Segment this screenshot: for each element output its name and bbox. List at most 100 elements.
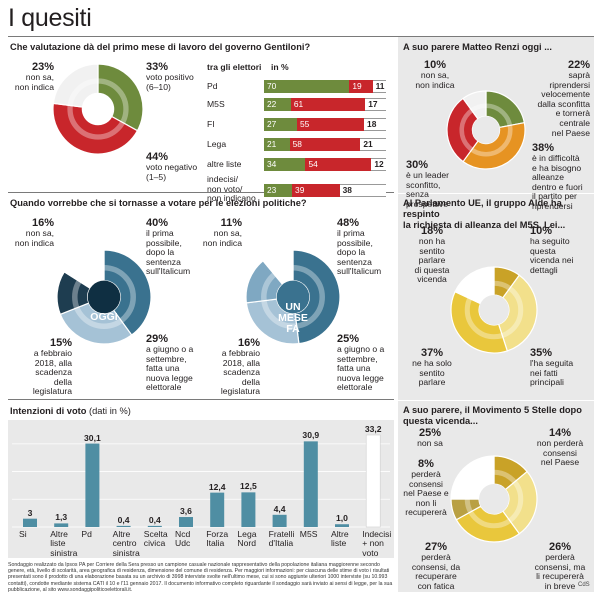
donut-hole [479,484,509,514]
table-seg-pos: 22 [264,98,291,111]
q3-mese-label-feb: 16% a febbraio 2018, alla scadenza della… [196,338,260,397]
bar [210,492,225,527]
q3-oggi-soon-text: il prima possibile, dopo la sentenza sul… [146,228,191,277]
q5-loss-forever-pct: 8% [418,458,434,470]
donut-hole [276,280,310,314]
bar [116,525,131,527]
bar-category-label: M5S [299,529,318,539]
donut-hole [472,116,500,144]
table-seg-nsi: 12 [371,158,386,171]
q3-oggi-center: OGGI [90,311,118,323]
q4-main-facts-text: l'ha seguita nei fatti principali [530,358,574,388]
bar-value-label: 4,4 [273,503,286,514]
bar [241,492,256,527]
bar-value-label: 0,4 [148,514,161,525]
q3-oggi-label-feb: 15% a febbraio 2018, alla scadenza della… [8,338,72,397]
bar [335,524,349,527]
table-seg-neg: 61 [290,98,366,111]
q3-mese-label-soon: 48% il prima possibile, dopo la sentenza… [337,218,395,277]
q4-not-heard-text: non ha sentito parlare di questa vicenda [414,236,450,285]
bar [303,441,318,527]
q1-nsi-pct: 23% [31,61,54,73]
q1-label-neg: 44% voto negativo (1–5) [146,152,206,182]
q3-mese-label-nsi: 11% non sa, non indica [196,218,242,248]
table-row-name: M5S [207,99,225,109]
bar-value-label: 30,9 [302,430,320,441]
table-seg-nsi: 11 [372,80,386,93]
donut-inner-ring [464,469,524,529]
table-row-name: indecisi/ non voto/ non indicano [207,174,256,203]
donut-inner-ring [459,103,513,157]
table-seg-pos: 34 [264,158,306,171]
bar-category-label: Pd [81,529,92,539]
q3-mese-feb-text: a febbraio 2018, alla scadenza della leg… [220,348,260,397]
bar [365,434,381,528]
q3-oggi-june-text: a giugno o a settembre, fatta una nuova … [146,344,194,393]
q2-nsi-pct: 10% [423,59,447,71]
q2-question: A suo parere Matteo Renzi oggi ... [403,42,552,52]
q3-mese-nsi-pct: 11% [220,217,242,229]
bar-category-label: Si [19,529,27,539]
bar-category-label: Indecisi + non voto [362,529,392,558]
table-seg-neg: 55 [296,118,365,131]
q4-heard-text: ne ha solo sentito parlare [412,358,452,388]
q3-oggi-label-soon: 40% il prima possibile, dopo la sentenza… [146,218,206,277]
q5-label-loss-hard: 27% perderà consensi, da recuperare con … [404,542,468,591]
q6-heading: Intenzioni di voto (dati in %) [10,406,131,416]
bar-value-label: 12,5 [240,481,257,492]
q5-label-loss-short: 26% perderà consensi, ma li recupererà i… [528,542,592,591]
q3-oggi-feb-pct: 15% [49,337,72,349]
bar-value-label: 12,4 [208,481,226,492]
table-seg-nsi: 17 [365,98,386,111]
donut-inner-ring [464,280,524,340]
donut-slice-june [59,302,133,345]
q5-loss-forever-text: perderà consensi nel Paese e non li recu… [403,469,449,518]
q4-donut [450,266,538,354]
q3-mese-june-pct: 25% [337,333,360,345]
q1-label-nsi: 23% non sa, non indica [8,62,54,92]
donut-hole [87,280,121,314]
q5-dk-pct: 25% [418,427,442,439]
q5-label-no-loss: 14% non perderà consensi nel Paese [528,428,592,468]
bar [147,525,162,527]
q3-oggi-nsi-text: non sa, non indica [14,228,54,248]
bar-category-label: Ncd Udc [175,529,191,549]
q1-neg-pct: 44% [146,151,169,163]
q1-label-pos: 33% voto positivo (6–10) [146,62,206,92]
table-row: Pd 70 19 11 [207,80,390,93]
bar [54,523,69,527]
table-seg-neg: 19 [349,80,373,93]
q5-loss-hard-pct: 27% [424,541,448,553]
q3-oggi-june-pct: 29% [146,333,169,345]
q5-no-loss-pct: 14% [548,427,572,439]
table-row: M5S 22 61 17 [207,98,390,111]
q3-mese-soon-pct: 48% [337,217,360,229]
q2-difficulty-pct: 38% [532,142,555,154]
rule-q1-bottom [8,192,394,193]
bar-value-label: 3 [27,507,33,518]
q4-not-heard-pct: 18% [420,225,444,237]
q4-details-pct: 10% [530,225,553,237]
q1-neg-text: voto negativo (1–5) [146,162,198,182]
q5-question: A suo parere, il Movimento 5 Stelle dopo… [403,405,582,426]
table-row-name: altre liste [207,159,242,169]
q1-donut [52,63,144,155]
q4-label-main-facts: 35% l'ha seguita nei fatti principali [530,348,592,388]
table-seg-pos: 27 [264,118,297,131]
q2-label-nsi: 10% non sa, non indica [403,60,467,90]
q2-defeated-text: è un leader sconfitto, senza prospettive [406,170,450,209]
table-seg-neg: 39 [292,184,340,197]
bar-value-label: 3,6 [180,506,192,517]
table-row: Lega 21 58 21 [207,138,390,151]
rule-q3-bottom [8,399,394,400]
q6-title: Intenzioni di voto [10,406,87,416]
q3-oggi-label-june: 29% a giugno o a settembre, fatta una nu… [146,334,208,393]
bar-category-label: Forza Italia [206,529,229,549]
q4-main-facts-pct: 35% [530,347,553,359]
q3-mese-center: UN MESE FA [278,301,308,335]
q3-oggi-label-nsi: 16% non sa, non indica [8,218,54,248]
q2-label-fast: 22% saprà riprendersi velocemente dalla … [520,60,590,138]
q3-mese-label-june: 25% a giugno o a settembre, fatta una nu… [337,334,395,393]
donut-inner-ring [72,265,136,329]
table-row-name: Pd [207,81,218,91]
